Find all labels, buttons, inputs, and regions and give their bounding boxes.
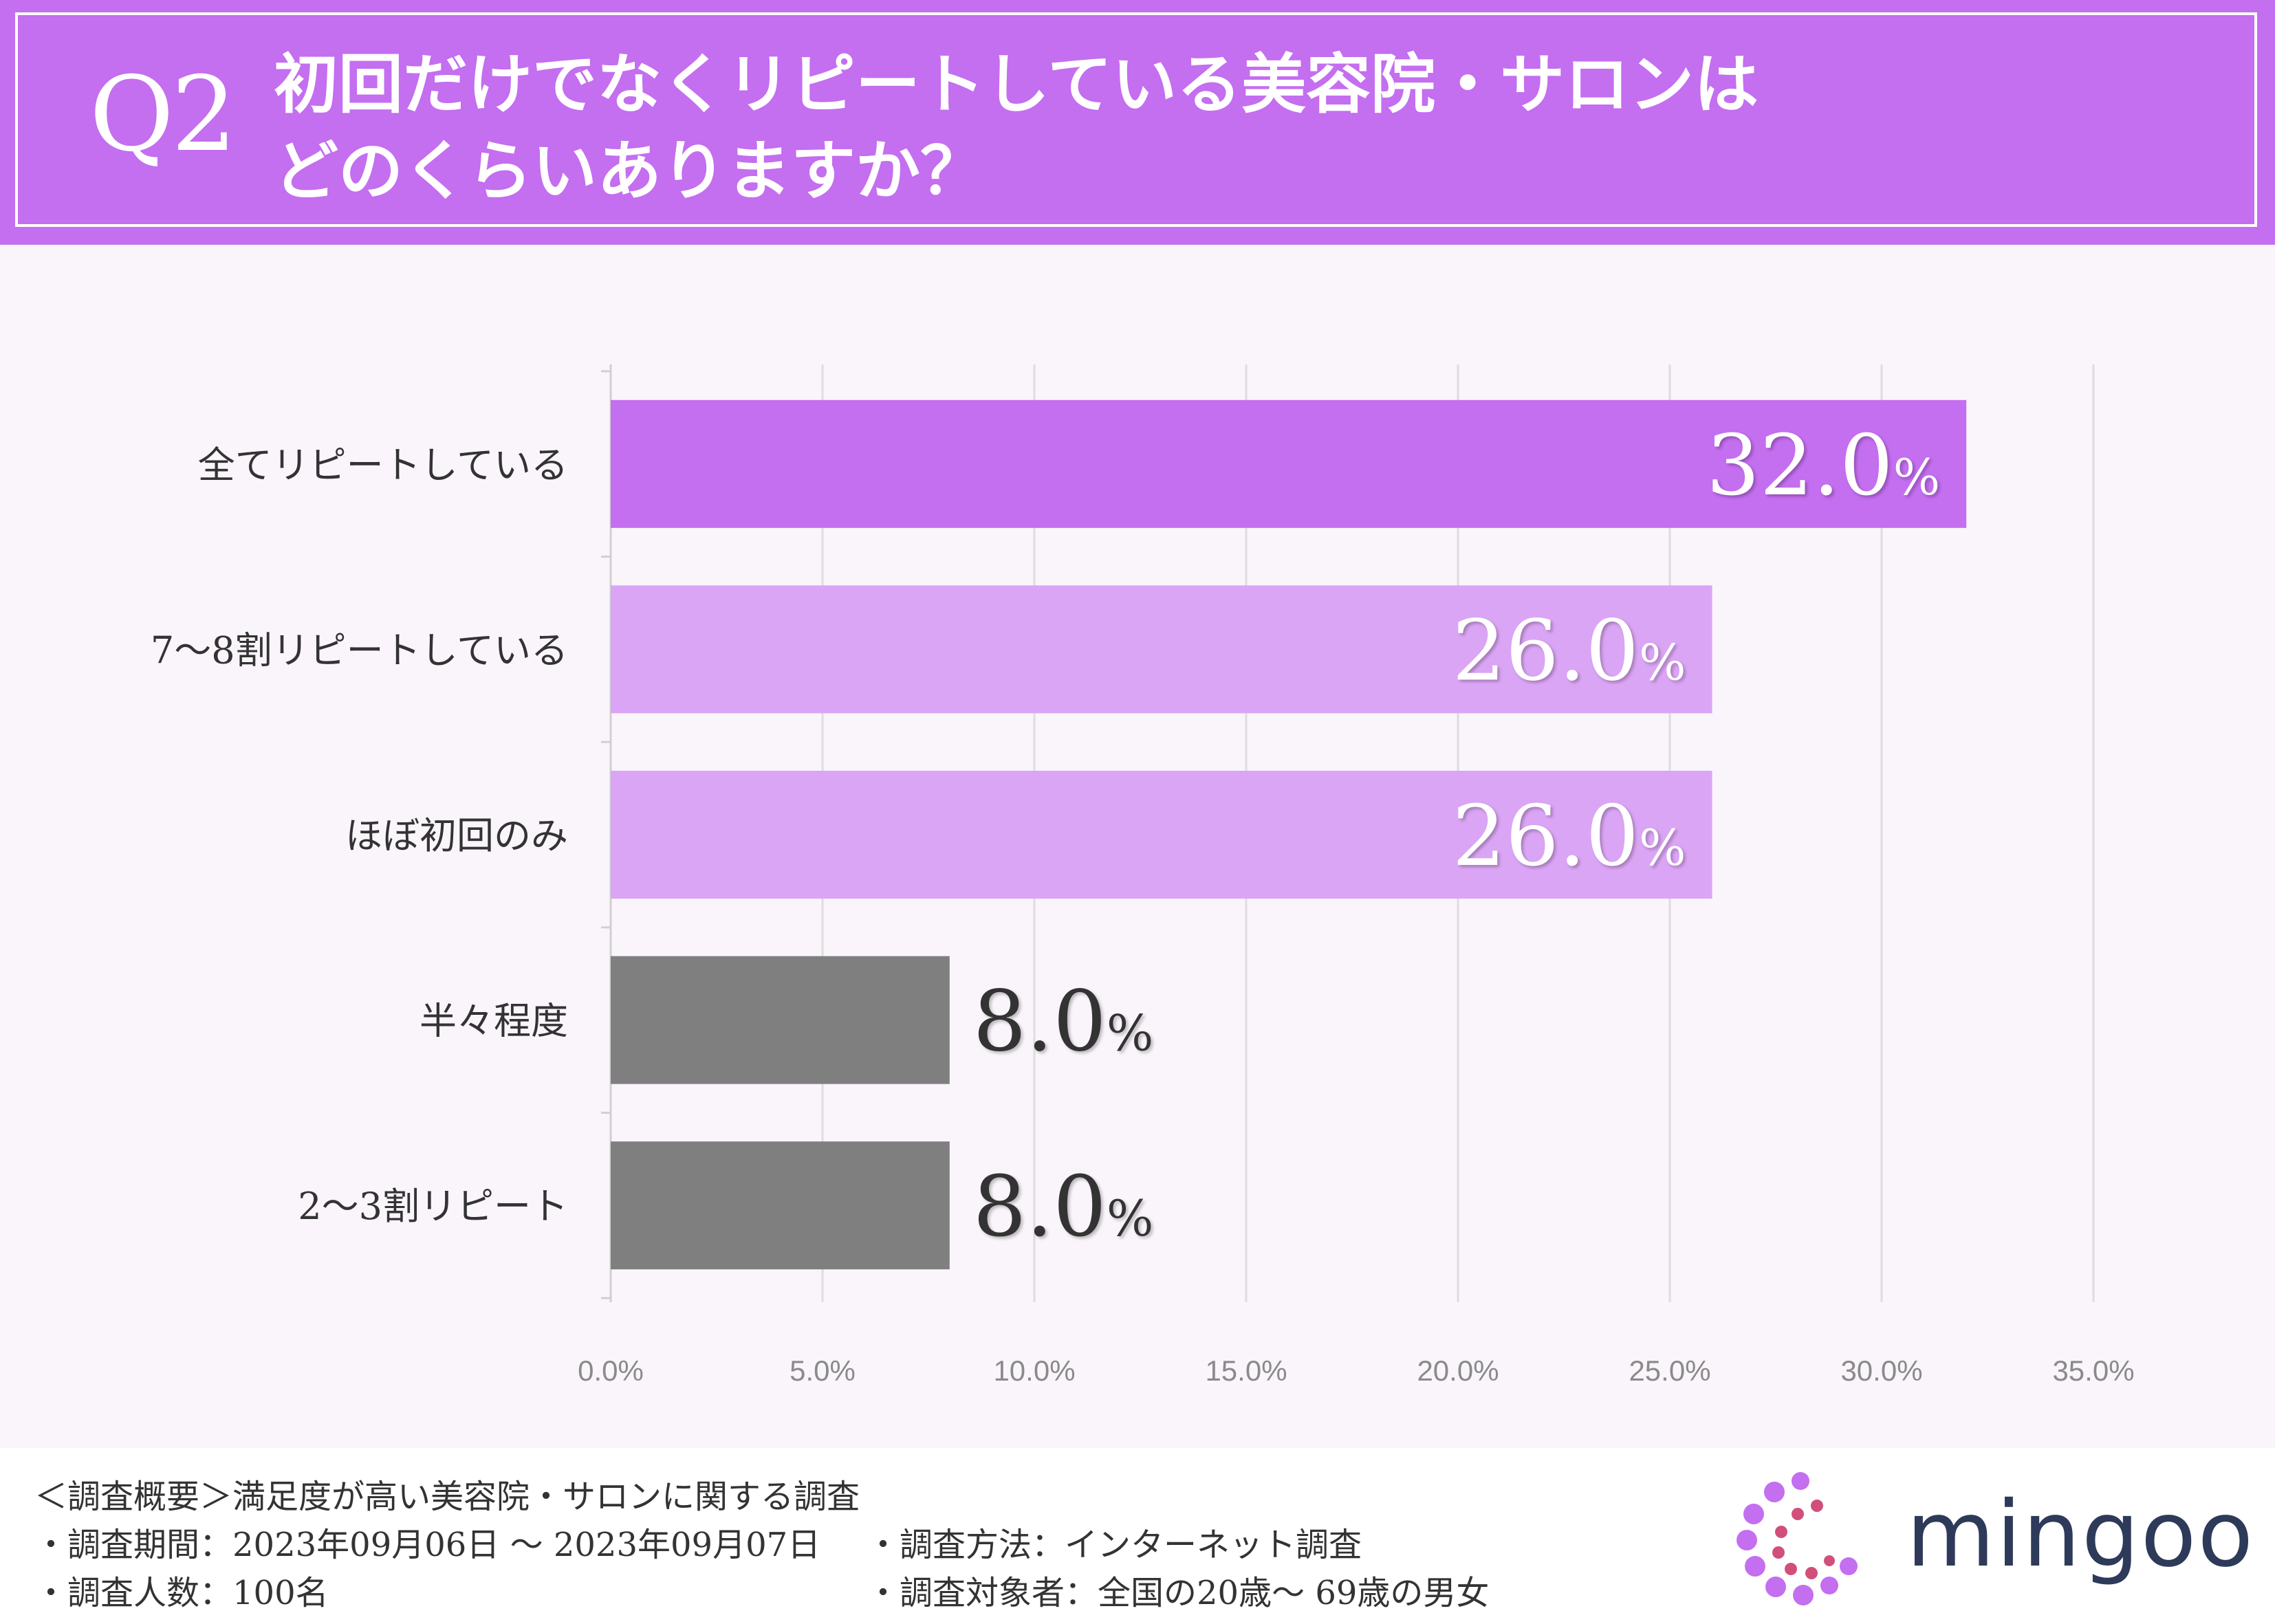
value-label: 8.0% [973,973,1153,1071]
question-number: Q2 [89,55,237,175]
value-number: 26.0 [1452,787,1640,885]
bar [611,771,1712,899]
survey-overview-title: ＜調査概要＞満足度が高い美容院・サロンに関する調査 [34,1478,860,1516]
x-tick-label: 10.0% [993,1354,1075,1387]
header-frame [15,12,2257,227]
value-percent-sign: % [1639,819,1686,877]
survey-method: ・調査方法：インターネット調査 [867,1526,1362,1564]
survey-target: ・調査対象者：全国の20歳〜 69歳の男女 [867,1574,1490,1612]
value-percent-sign: % [1107,1189,1153,1247]
x-tick-label: 30.0% [1840,1354,1922,1387]
survey-period: ・調査期間：2023年09月06日 〜 2023年09月07日 [34,1526,821,1564]
header-banner: Q2 初回だけでなくリピートしている美容院・サロンは どのくらいありますか？ [0,0,2275,245]
question-title-line-2: どのくらいありますか？ [274,133,986,209]
value-label: 26.0% [1452,602,1686,699]
bar-chart: 0.0% 5.0% 10.0% 15.0% 20.0% 25.0% 30.0% 35.0% 全て… [151,364,2135,1387]
x-tick-label: 15.0% [1205,1354,1287,1387]
value-number: 8.0 [973,1158,1107,1255]
bar [611,1141,950,1270]
survey-row-2: ・調査人数：100名 ・調査対象者：全国の20歳〜 69歳の男女 [34,1569,1489,1617]
category-label: 全てリピートしている [198,443,568,487]
footer: ＜調査概要＞満足度が高い美容院・サロンに関する調査 ・調査期間：2023年09月… [0,1448,2275,1624]
logo-text: mingoo [1906,1482,2255,1588]
category-label: ほぼ初回のみ [345,814,568,857]
chart-area: 0.0% 5.0% 10.0% 15.0% 20.0% 25.0% 30.0% 35.0% 全て… [0,245,2275,1448]
category-label: 半々程度 [420,1000,568,1043]
survey-row-1: ・調査期間：2023年09月06日 〜 2023年09月07日 ・調査方法：イン… [34,1521,1362,1569]
x-tick-label: 5.0% [790,1354,856,1387]
x-tick-label: 25.0% [1629,1354,1710,1387]
x-tick-label: 0.0% [578,1354,644,1387]
bar [611,956,950,1084]
bar [611,399,1967,528]
value-percent-sign: % [1639,633,1686,691]
value-percent-sign: % [1107,1005,1153,1062]
question-title: 初回だけでなくリピートしている美容院・サロンは どのくらいありますか？ [274,41,1759,215]
value-number: 26.0 [1452,602,1640,699]
x-tick-label: 20.0% [1417,1354,1499,1387]
logo-dots-icon [1737,1472,1858,1605]
question-title-line-1: 初回だけでなくリピートしている美容院・サロンは [274,47,1759,122]
bar [611,585,1712,714]
category-label: 2〜3割リピート [298,1185,568,1228]
survey-count: ・調査人数：100名 [34,1574,329,1612]
category-label: 7〜8割リピートしている [151,628,568,672]
x-tick-label: 35.0% [2052,1354,2134,1387]
value-number: 8.0 [973,973,1107,1071]
mingoo-logo: mingoo [1726,1464,2253,1609]
value-number: 32.0 [1706,417,1893,514]
value-label: 32.0% [1706,417,1940,514]
value-percent-sign: % [1893,448,1940,506]
value-label: 26.0% [1452,787,1686,885]
value-label: 8.0% [973,1158,1153,1255]
survey-overview: ＜調査概要＞満足度が高い美容院・サロンに関する調査 ・調査期間：2023年09月… [34,1473,1489,1617]
